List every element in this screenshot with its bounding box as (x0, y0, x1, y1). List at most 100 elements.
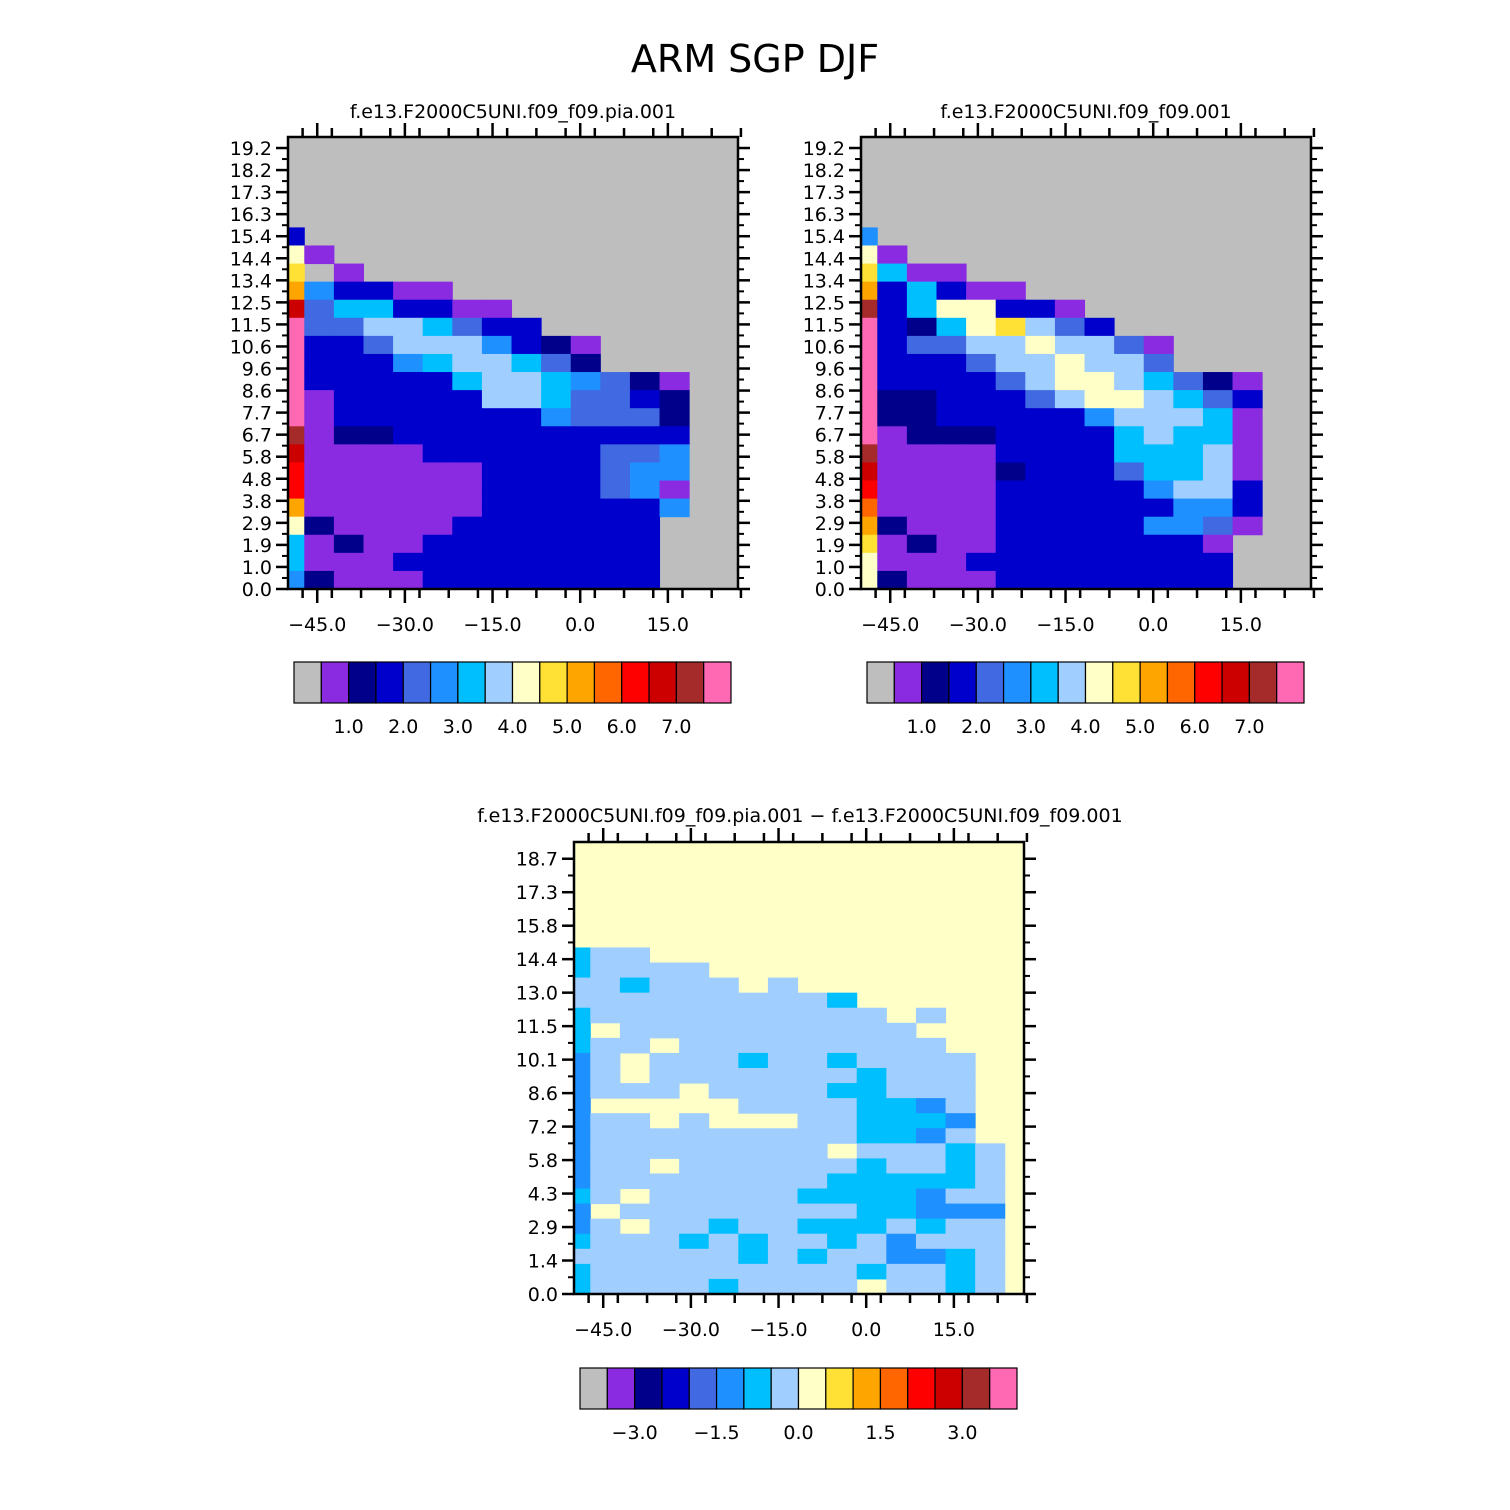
heat-cell (452, 480, 483, 500)
heat-cell (629, 516, 661, 536)
heat-cell (1114, 372, 1145, 391)
colorbar-label: 2.0 (388, 716, 418, 738)
colorbar-box (606, 1367, 636, 1410)
heat-cell (861, 408, 878, 427)
heat-cell (995, 480, 1026, 500)
heat-cell (1143, 534, 1174, 554)
y-tick-label: 15.4 (230, 226, 272, 248)
heat-cell (679, 1233, 710, 1250)
y-tick-label: 2.9 (242, 513, 272, 535)
heat-cell (629, 372, 661, 391)
heat-cell (738, 1248, 769, 1265)
heat-cell (936, 444, 967, 463)
heat-cell (738, 1203, 769, 1220)
heat-cell (906, 317, 937, 337)
heat-cell (679, 1037, 710, 1054)
heat-cell (886, 1218, 917, 1235)
heat-cell (975, 1203, 1006, 1220)
heat-cell (574, 1068, 591, 1084)
heat-cell (574, 1143, 591, 1159)
heat-cell (797, 1173, 828, 1190)
heat-cell (856, 1068, 887, 1084)
heat-cell (877, 570, 908, 590)
heat-cell (481, 299, 513, 319)
colorbar-box (1166, 661, 1196, 704)
heat-cell (861, 516, 878, 536)
heat-cell (936, 570, 967, 590)
x-tick-label: 15.0 (1220, 614, 1262, 636)
heat-cell (452, 444, 483, 463)
heat-cell (481, 335, 513, 355)
heat-cell (393, 372, 424, 391)
heat-cell (827, 1068, 858, 1084)
heat-cell (452, 372, 483, 391)
y-tick-label: 6.7 (242, 425, 272, 447)
heat-cell (827, 1233, 858, 1250)
heat-cell (708, 1083, 739, 1099)
heat-cell (363, 444, 394, 463)
heat-cell (600, 426, 631, 445)
colorbar-label: 4.0 (497, 716, 527, 738)
heat-cell (856, 1263, 887, 1280)
x-tick-label: −15.0 (749, 1319, 807, 1341)
heat-cell (1114, 353, 1145, 373)
heat-cell (936, 335, 967, 355)
colorbar-box (648, 661, 677, 704)
colorbar-box (961, 1367, 991, 1410)
heat-cell (288, 444, 305, 463)
heat-cell (877, 516, 908, 536)
x-tick-label: 0.0 (1138, 614, 1168, 636)
heat-cell (600, 480, 631, 500)
heat-cell (333, 263, 364, 283)
heat-cell (649, 1143, 680, 1159)
heat-cell (288, 498, 305, 518)
x-tick-label: −30.0 (662, 1319, 720, 1341)
heat-cell (906, 390, 937, 409)
heat-cell (1202, 426, 1234, 445)
heat-cell (975, 1263, 1006, 1280)
heat-cell (906, 534, 937, 554)
x-tick-label: −30.0 (376, 614, 434, 636)
heat-cell (827, 1278, 858, 1295)
heat-cell (827, 1173, 858, 1190)
heat-cell (659, 372, 690, 391)
heat-cell (629, 444, 661, 463)
heat-cell (856, 1203, 887, 1220)
heat-cell (945, 1263, 976, 1280)
heat-cell (304, 498, 335, 518)
heat-cell (629, 390, 661, 409)
heat-cell (511, 462, 542, 482)
heat-cell (649, 1278, 680, 1295)
x-tick-label: −30.0 (949, 614, 1007, 636)
heat-cell (288, 390, 305, 409)
heat-cell (877, 444, 908, 463)
heat-cell (797, 1278, 828, 1295)
heat-cell (333, 534, 364, 554)
heat-cell (570, 426, 601, 445)
heat-cell (906, 462, 937, 482)
colorbar-label: 3.0 (1016, 716, 1046, 738)
heat-cell (936, 372, 967, 391)
heat-cell (738, 1278, 769, 1295)
heat-cell (363, 299, 394, 319)
y-tick-label: 8.6 (528, 1083, 558, 1105)
heat-cell (511, 498, 542, 518)
heat-cell (906, 516, 937, 536)
heat-cell (861, 498, 878, 518)
heat-cell (541, 372, 572, 391)
y-tick-label: 19.2 (803, 138, 845, 160)
heat-cell (590, 1218, 621, 1235)
heat-cell (995, 444, 1026, 463)
heat-cell (679, 1203, 710, 1220)
heat-cell (393, 570, 424, 590)
heat-cell (1202, 480, 1234, 500)
heat-cell (877, 353, 908, 373)
heat-cell (945, 1218, 976, 1235)
colorbar-label: −3.0 (612, 1422, 658, 1444)
heat-cell (861, 462, 878, 482)
heat-cell (945, 1278, 976, 1295)
heat-cell (1084, 353, 1115, 373)
heat-cell (333, 498, 364, 518)
heat-cell (1054, 570, 1086, 590)
